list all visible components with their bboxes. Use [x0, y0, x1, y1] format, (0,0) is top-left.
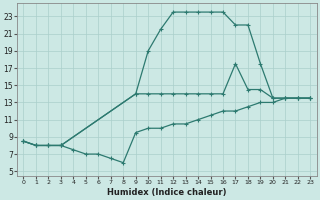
X-axis label: Humidex (Indice chaleur): Humidex (Indice chaleur) [107, 188, 227, 197]
